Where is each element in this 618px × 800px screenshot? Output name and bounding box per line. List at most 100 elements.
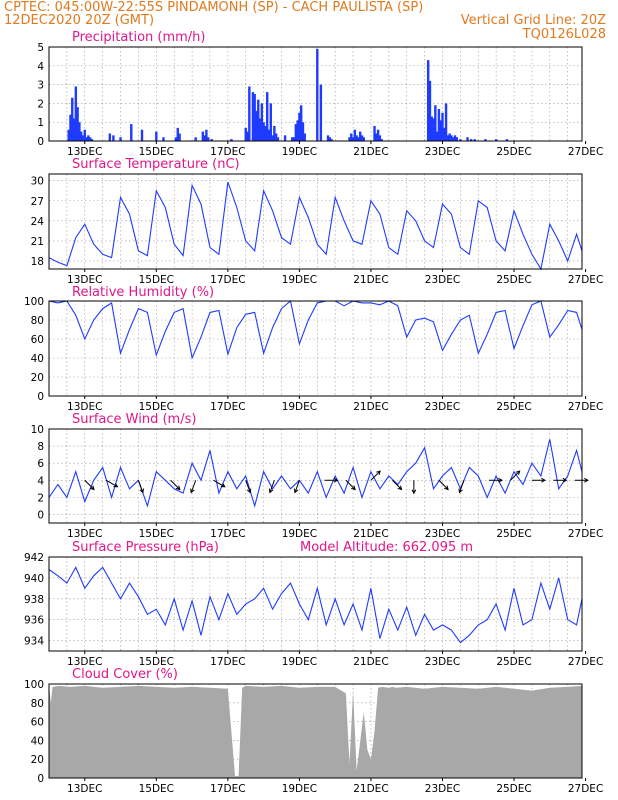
- pressure-panel: 934 936 938 940 942 13DEC 15DEC 17DEC 19DEC 21DEC…: [24, 552, 603, 668]
- model-altitude-label: Model Altitude: 662.095 m: [300, 540, 473, 555]
- wind-panel-title: Surface Wind (m/s): [72, 412, 196, 427]
- precip-bar: [432, 118, 435, 141]
- temp-ytick-label: 18: [31, 256, 44, 268]
- header-model-code: TQ0126L028: [522, 27, 606, 42]
- cloud-ytick-label: 60: [31, 717, 44, 729]
- precip-bar: [74, 86, 78, 141]
- pressure-xtick-label: 19DEC: [282, 656, 317, 668]
- precip-bar: [155, 131, 158, 141]
- humidity-xtick-label: 25DEC: [496, 401, 531, 413]
- precip-bar: [296, 120, 299, 141]
- precip-bar: [76, 107, 79, 141]
- precip-bar: [328, 137, 332, 141]
- precip-bar: [360, 135, 364, 141]
- precip-bar: [108, 133, 112, 141]
- wind-arrow: [488, 477, 504, 483]
- wind-ytick-label: 0: [37, 509, 44, 521]
- precip-bar: [267, 129, 271, 141]
- precip-bar: [378, 135, 382, 141]
- wind-arrow-head: [268, 488, 274, 494]
- precip-xtick-label: 21DEC: [353, 146, 388, 158]
- precip-bar: [428, 80, 432, 141]
- cloud-xtick-label: 23DEC: [425, 783, 460, 795]
- wind-arrow-head: [584, 477, 589, 483]
- precip-bar: [452, 137, 455, 141]
- precip-bar: [174, 137, 178, 141]
- temp-xtick-label: 17DEC: [210, 274, 245, 286]
- wind-arrow: [458, 480, 465, 494]
- precip-bar: [353, 129, 357, 141]
- wind-ytick-label: 6: [37, 458, 44, 470]
- precip-xtick-label: 19DEC: [282, 146, 317, 158]
- precip-bar: [230, 139, 233, 141]
- precip-bar: [301, 122, 305, 141]
- humidity-xtick-label: 17DEC: [210, 401, 245, 413]
- wind-panel: 0 2 4 6 8 10 13DEC 15DEC 17DEC 19DEC 21DEC 23DEC 25D…: [31, 424, 604, 540]
- pressure-xtick-label: 17DEC: [210, 656, 245, 668]
- precip-bar: [434, 105, 437, 141]
- temp-xtick-label: 15DEC: [139, 274, 174, 286]
- wind-arrow-head: [113, 483, 119, 488]
- wind-arrow-head: [541, 477, 546, 483]
- wind-arrow-head: [376, 470, 381, 476]
- pressure-ytick-label: 934: [24, 636, 44, 648]
- wind-arrow-head: [562, 477, 568, 483]
- header-location: CPTEC: 045:00W-22:55S PINDAMONH (SP) - C…: [4, 0, 423, 15]
- humidity-ytick-label: 40: [31, 353, 44, 365]
- precip-bar: [319, 84, 323, 141]
- precip-bar: [83, 129, 86, 141]
- cloud-ytick-label: 0: [37, 773, 44, 785]
- wind-arrow-head: [397, 485, 403, 491]
- humidity-xtick-label: 27DEC: [568, 401, 603, 413]
- precip-bar: [255, 110, 258, 141]
- pressure-ytick-label: 940: [24, 573, 44, 585]
- temp-panel: 18 21 24 27 30 13DEC 15DEC 17DEC 19DEC 21DEC 23DEC…: [31, 173, 603, 286]
- cloud-ytick-label: 100: [24, 679, 44, 691]
- pressure-ytick-label: 942: [24, 552, 44, 564]
- cloud-panel: 0 20 40 60 80 100 13DEC 15DEC 17DEC 19DEC 21DEC 23D…: [24, 679, 603, 795]
- wind-arrow: [245, 480, 252, 494]
- cloud-ytick-label: 80: [31, 698, 44, 710]
- humidity-xtick-label: 19DEC: [282, 401, 317, 413]
- precip-bar: [264, 125, 267, 141]
- precip-bar: [283, 135, 287, 141]
- wind-arrow-head: [444, 485, 449, 491]
- precip-bar: [351, 137, 355, 141]
- humidity-ytick-label: 80: [31, 315, 44, 327]
- wind-xtick-label: 27DEC: [568, 528, 603, 540]
- pressure-panel-title: Surface Pressure (hPa): [72, 540, 219, 555]
- precip-bar: [248, 86, 251, 141]
- precip-bar: [251, 92, 255, 141]
- precip-bar: [376, 129, 380, 141]
- wind-arrow-head: [89, 485, 95, 491]
- precip-panel: 0 1 2 3 4 5 13DEC 15DEC 17DEC 19DEC 21DEC 23DEC 25DE…: [37, 42, 603, 158]
- precip-ytick-label: 5: [37, 42, 44, 54]
- pressure-ytick-label: 938: [24, 594, 44, 606]
- wind-arrow: [345, 479, 356, 491]
- wind-arrow-head: [190, 488, 195, 494]
- precip-bar: [443, 127, 446, 141]
- precip-bar: [505, 139, 509, 141]
- precip-bar: [494, 139, 498, 141]
- wind-arrow-shaft: [510, 470, 521, 481]
- precip-ytick-label: 4: [37, 61, 44, 73]
- precip-xtick-label: 13DEC: [67, 146, 102, 158]
- header-grid-line: Vertical Grid Line: 20Z: [461, 13, 606, 28]
- precip-xtick-label: 25DEC: [496, 146, 531, 158]
- precip-bar: [262, 122, 265, 141]
- precip-bar: [205, 129, 208, 141]
- precip-bar: [459, 139, 462, 141]
- precip-bar: [176, 127, 179, 141]
- wind-arrow-shaft: [459, 480, 465, 493]
- pressure-xtick-label: 15DEC: [139, 656, 174, 668]
- precip-bar: [271, 135, 274, 141]
- precip-bar: [444, 103, 448, 141]
- precip-bar: [269, 103, 272, 141]
- wind-arrow: [105, 479, 119, 488]
- precip-ytick-label: 0: [37, 136, 44, 148]
- humidity-xtick-label: 23DEC: [425, 401, 460, 413]
- precip-bar: [253, 94, 256, 141]
- precip-bar: [473, 139, 476, 141]
- cloud-xtick-label: 21DEC: [353, 783, 388, 795]
